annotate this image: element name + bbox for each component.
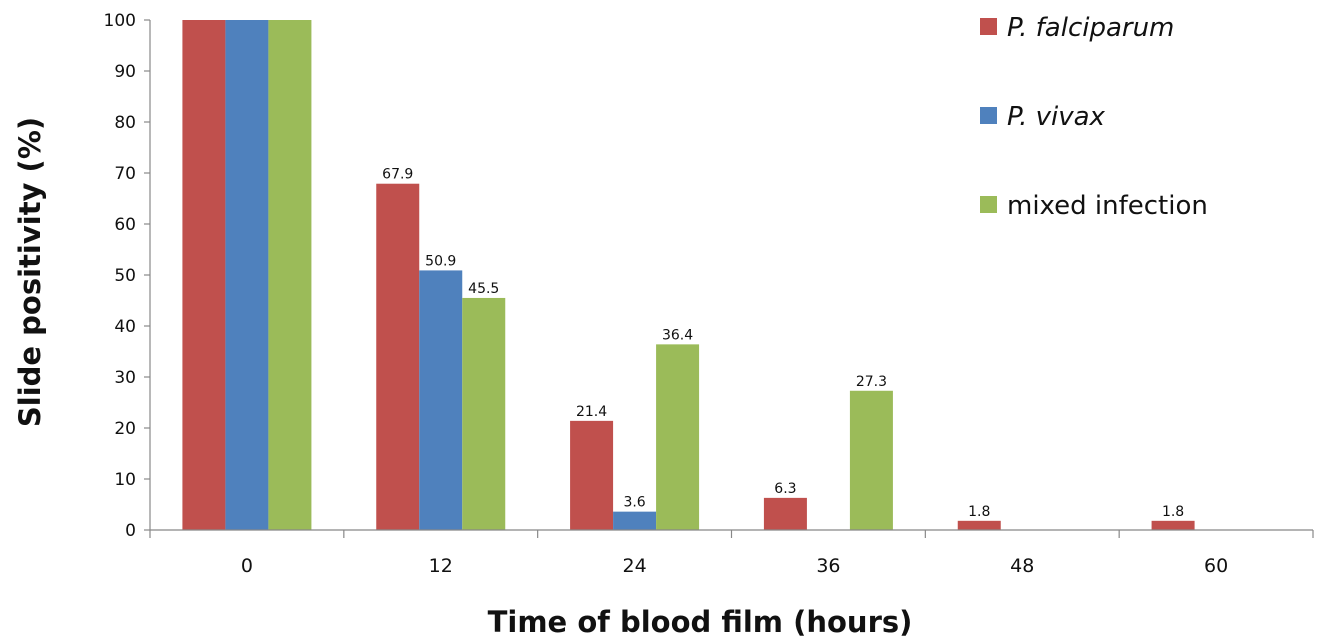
x-tick-label: 48 — [1010, 555, 1034, 577]
data-label: 36.4 — [662, 327, 693, 343]
data-label: 1.8 — [1162, 504, 1184, 520]
bar — [182, 20, 226, 530]
data-label: 45.5 — [468, 281, 499, 297]
x-tick-label: 36 — [816, 555, 840, 577]
bar — [570, 420, 614, 530]
legend-swatch — [980, 107, 997, 124]
y-axis-title: Slide positivity (%) — [13, 117, 47, 427]
bar — [1151, 520, 1195, 530]
data-label: 67.9 — [382, 167, 413, 183]
data-label: 1.8 — [968, 504, 990, 520]
y-tick-label: 30 — [114, 368, 136, 388]
bar — [656, 344, 700, 530]
data-label: 6.3 — [774, 481, 796, 497]
legend-swatch — [980, 196, 997, 213]
bar — [763, 497, 807, 530]
bar — [268, 20, 312, 530]
data-label: 50.9 — [425, 253, 456, 269]
bar — [957, 520, 1001, 530]
y-tick-label: 100 — [104, 11, 136, 31]
y-tick-label: 20 — [114, 419, 136, 439]
data-label: 21.4 — [576, 404, 607, 420]
legend-label: P. vivax — [1007, 102, 1106, 132]
bar — [462, 297, 506, 530]
bar — [613, 511, 657, 530]
y-tick-label: 50 — [114, 266, 136, 286]
x-axis-title: Time of blood film (hours) — [488, 605, 913, 639]
bar — [376, 183, 420, 530]
y-tick-label: 0 — [125, 521, 136, 541]
y-tick-label: 80 — [114, 113, 136, 133]
bar — [225, 20, 269, 530]
legend: P. falciparum P. vivax mixed infection — [980, 13, 1208, 221]
bars-group — [182, 20, 1195, 530]
y-tick-label: 90 — [114, 62, 136, 82]
y-tick-label: 10 — [114, 470, 136, 490]
y-tick-label: 40 — [114, 317, 136, 337]
y-ticks-group: 0 10 20 30 40 50 60 70 80 90 100 — [104, 11, 150, 541]
x-tick-label: 12 — [429, 555, 453, 577]
axes-group — [149, 20, 1313, 531]
bar — [849, 390, 893, 530]
x-tick-label: 24 — [622, 555, 646, 577]
y-tick-label: 60 — [114, 215, 136, 235]
legend-label: mixed infection — [1007, 191, 1208, 221]
data-label: 3.6 — [623, 495, 645, 511]
data-labels-group: 67.9 50.9 45.5 21.4 3.6 36.4 6.3 27.3 1.8 1.8 — [382, 167, 1184, 520]
data-label: 27.3 — [856, 374, 887, 390]
y-tick-label: 70 — [114, 164, 136, 184]
x-tick-label: 60 — [1204, 555, 1228, 577]
legend-label: P. falciparum — [1007, 13, 1174, 43]
legend-swatch — [980, 18, 997, 35]
bar — [419, 270, 463, 530]
x-ticks-group: 0 12 24 36 48 60 — [149, 530, 1314, 577]
x-tick-label: 0 — [241, 555, 253, 577]
